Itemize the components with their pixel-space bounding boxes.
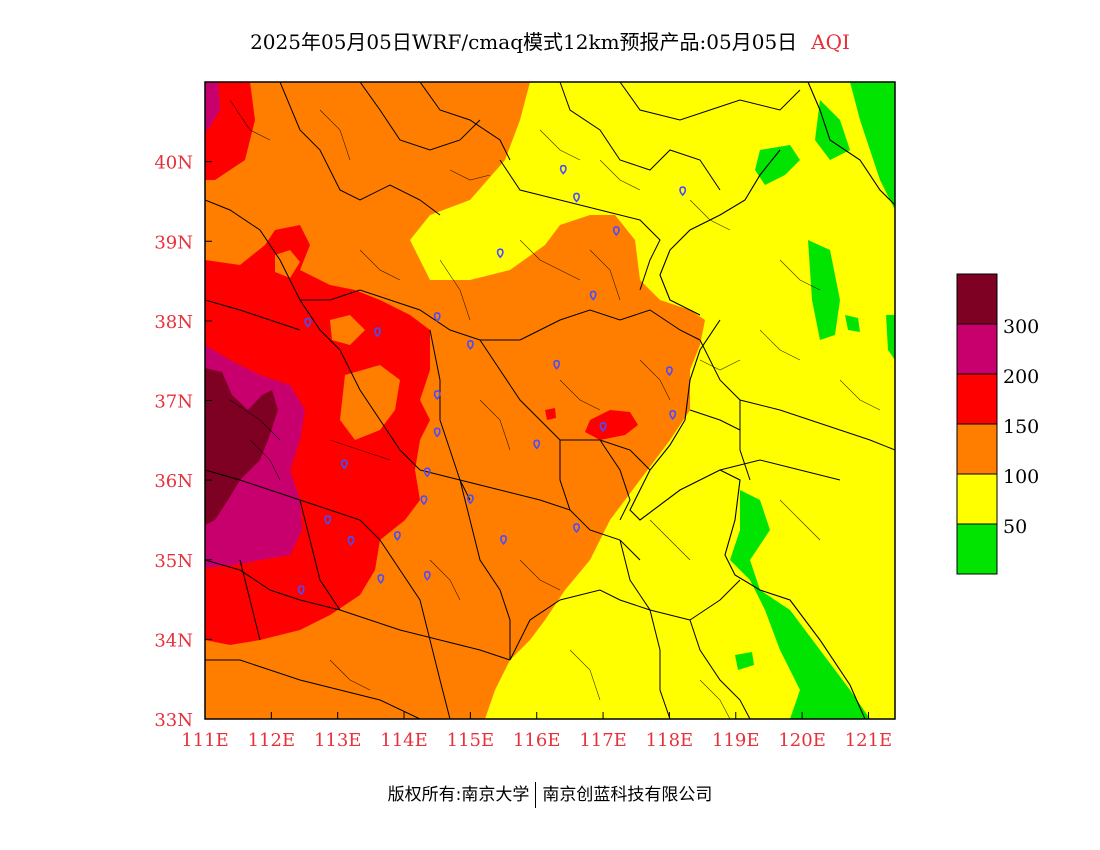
aqi-zone-good-coast <box>815 100 850 160</box>
city-marker <box>377 574 385 584</box>
aqi-zone-unhealthy-hotspot <box>545 408 556 420</box>
y-tick-label: 33N <box>154 710 193 731</box>
aqi-zone-sensitive-pocket <box>275 250 300 278</box>
aqi-field <box>205 82 895 719</box>
aqi-zone-good-strip <box>886 315 895 360</box>
city-marker <box>393 531 401 541</box>
city-marker <box>466 339 474 350</box>
x-tick-label: 116E <box>513 730 561 751</box>
aqi-zone-good-strip <box>845 315 860 332</box>
city-marker <box>433 390 441 401</box>
city-marker <box>347 535 355 546</box>
title-text: 2025年05月05日WRF/cmaq模式12km预报产品:05月05日 <box>250 30 798 54</box>
y-axis-ticks: 33N 34N 35N 36N 37N 38N 39N 40N <box>154 153 212 731</box>
legend-swatch <box>956 423 998 475</box>
city-marker <box>665 366 673 377</box>
city-marker <box>423 570 431 581</box>
aqi-zone-sensitive-pocket <box>330 315 365 345</box>
city-marker <box>599 421 607 432</box>
x-tick-label: 121E <box>845 730 893 751</box>
aqi-zone-good-islet <box>735 652 754 670</box>
city-marker <box>324 515 332 526</box>
province-boundaries <box>205 82 895 719</box>
legend-label: 200 <box>1003 366 1039 388</box>
city-markers <box>297 164 687 596</box>
city-marker <box>573 192 580 203</box>
copyright-company: 南京创蓝科技有限公司 <box>542 785 713 805</box>
x-tick-label: 114E <box>380 730 428 751</box>
x-tick-label: 117E <box>579 730 627 751</box>
y-tick-label: 34N <box>154 630 193 651</box>
copyright-divider <box>535 782 537 808</box>
city-marker <box>500 535 507 545</box>
aqi-zone-good-coast <box>815 82 895 210</box>
copyright-owner: 版权所有:南京大学 <box>387 785 530 805</box>
x-tick-label: 115E <box>447 730 495 751</box>
legend-label: 100 <box>1003 466 1039 488</box>
aqi-zone-good-strip <box>808 240 840 340</box>
city-marker <box>374 327 381 338</box>
x-tick-label: 111E <box>181 730 229 751</box>
legend-swatch <box>956 323 998 375</box>
legend-swatch <box>956 473 998 525</box>
copyright: 版权所有:南京大学 南京创蓝科技有限公司 <box>0 780 1100 808</box>
coastline <box>629 82 895 719</box>
aqi-zone-unhealthy-hotspot <box>585 410 638 440</box>
city-marker <box>669 410 677 420</box>
x-tick-label: 120E <box>778 730 826 751</box>
city-marker <box>340 459 348 470</box>
city-marker <box>553 359 561 370</box>
county-boundaries <box>229 99 881 719</box>
city-marker <box>612 226 620 237</box>
city-marker <box>420 495 428 506</box>
x-tick-label: 113E <box>314 730 362 751</box>
city-marker <box>297 585 305 596</box>
legend-label: 300 <box>1003 316 1039 338</box>
aqi-legend: 50 100 150 200 300 <box>956 273 1039 575</box>
y-tick-label: 38N <box>154 312 193 333</box>
y-tick-label: 35N <box>154 551 193 572</box>
title-variable: AQI <box>811 30 850 54</box>
legend-swatch <box>956 273 998 325</box>
y-tick-label: 40N <box>154 153 193 174</box>
city-marker <box>559 164 567 175</box>
map-title: 2025年05月05日WRF/cmaq模式12km预报产品:05月05日 AQI <box>0 26 1100 55</box>
y-tick-label: 39N <box>154 232 193 253</box>
city-marker <box>589 290 597 301</box>
city-marker <box>679 186 687 197</box>
city-marker <box>573 523 580 534</box>
legend-label: 150 <box>1003 416 1039 438</box>
aqi-zone-very-unhealthy-spot <box>205 82 220 130</box>
aqi-zone-hazardous <box>205 368 278 525</box>
city-marker <box>496 248 504 259</box>
aqi-zone-good-islet <box>755 145 800 185</box>
city-marker <box>304 317 312 328</box>
aqi-zone-good-south <box>730 490 870 719</box>
y-tick-label: 37N <box>154 392 193 413</box>
x-tick-label: 118E <box>646 730 694 751</box>
city-marker <box>433 312 441 323</box>
y-tick-label: 36N <box>154 471 193 492</box>
x-tick-label: 119E <box>712 730 760 751</box>
city-marker <box>433 427 441 438</box>
legend-swatch <box>956 523 998 575</box>
x-tick-label: 112E <box>248 730 296 751</box>
city-marker <box>423 467 431 478</box>
city-marker <box>466 494 474 505</box>
legend-label: 50 <box>1003 516 1027 538</box>
legend-swatch <box>956 373 998 425</box>
city-marker <box>533 439 541 450</box>
x-axis-ticks: 111E 112E 113E 114E 115E 116E 117E 118E 119E 120E… <box>181 712 892 751</box>
aqi-zone-sensitive-pocket <box>340 365 400 440</box>
